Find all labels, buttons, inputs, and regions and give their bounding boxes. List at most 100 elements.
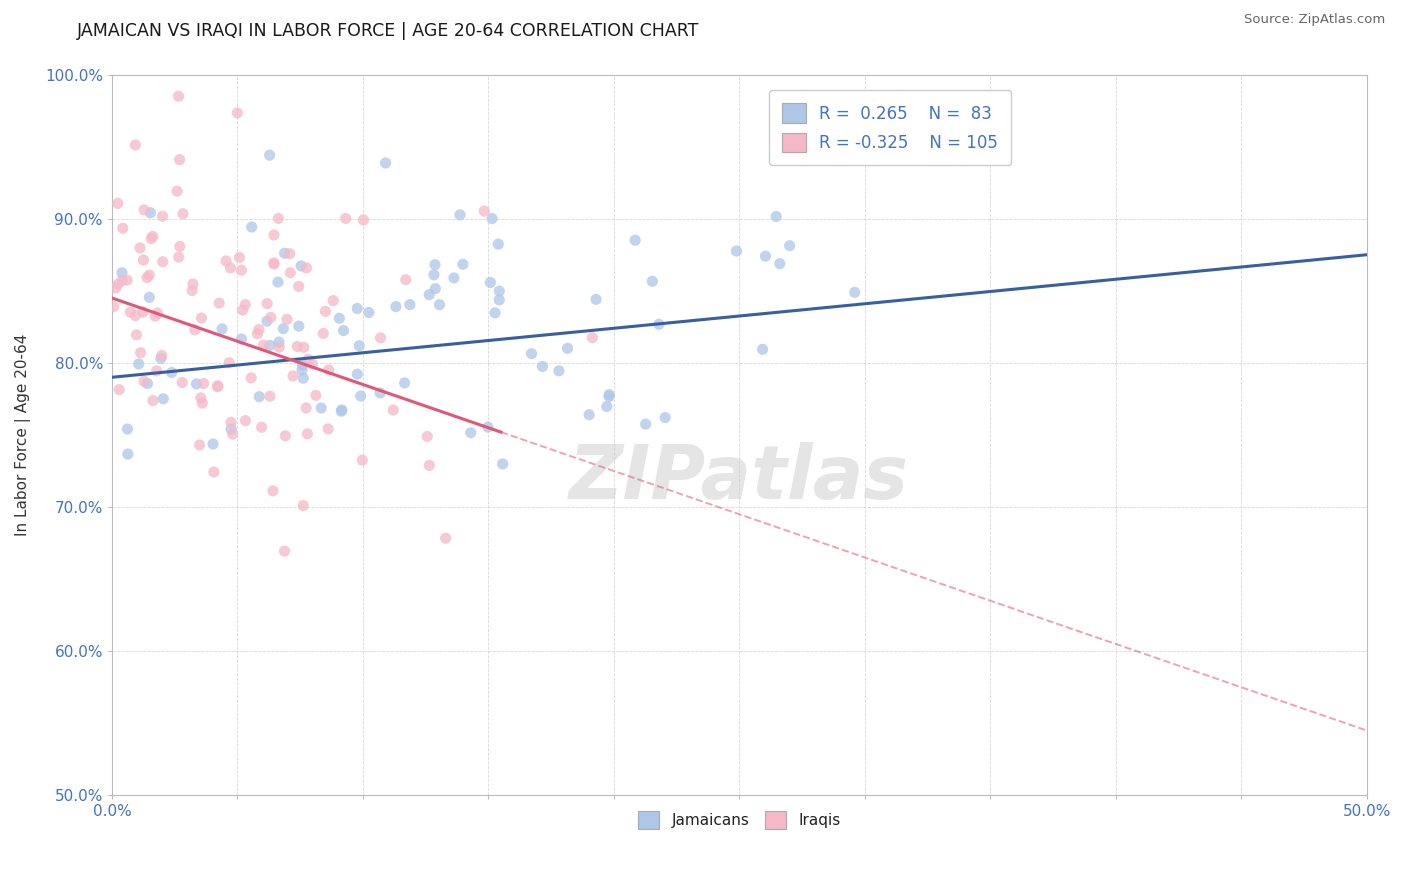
Point bbox=[111, 273, 134, 287]
Point bbox=[765, 210, 787, 224]
Point bbox=[191, 396, 214, 410]
Point bbox=[322, 293, 344, 308]
Point bbox=[425, 282, 447, 296]
Point bbox=[124, 309, 146, 323]
Text: JAMAICAN VS IRAQI IN LABOR FORCE | AGE 20-64 CORRELATION CHART: JAMAICAN VS IRAQI IN LABOR FORCE | AGE 2… bbox=[77, 22, 700, 40]
Point bbox=[190, 311, 212, 326]
Point bbox=[201, 437, 224, 451]
Point bbox=[316, 422, 339, 436]
Point bbox=[259, 148, 281, 162]
Point bbox=[260, 310, 283, 325]
Point bbox=[492, 457, 515, 471]
Point bbox=[228, 251, 250, 265]
Point bbox=[124, 138, 146, 153]
Point bbox=[150, 349, 173, 363]
Point bbox=[120, 305, 142, 319]
Point bbox=[142, 229, 165, 244]
Point bbox=[399, 298, 422, 312]
Point bbox=[136, 270, 159, 285]
Point bbox=[231, 263, 253, 277]
Point bbox=[149, 351, 172, 366]
Point bbox=[128, 357, 150, 371]
Point bbox=[287, 279, 309, 293]
Point bbox=[318, 363, 340, 377]
Point bbox=[357, 305, 380, 319]
Point bbox=[219, 415, 242, 429]
Point bbox=[250, 420, 273, 434]
Point bbox=[152, 254, 174, 268]
Point bbox=[335, 211, 357, 226]
Point bbox=[232, 303, 254, 318]
Point bbox=[181, 284, 204, 298]
Point bbox=[779, 238, 801, 252]
Point bbox=[231, 332, 253, 346]
Point bbox=[486, 237, 509, 252]
Point bbox=[146, 306, 169, 320]
Point bbox=[292, 499, 315, 513]
Point bbox=[247, 390, 270, 404]
Point bbox=[172, 376, 194, 390]
Point bbox=[725, 244, 748, 258]
Point bbox=[350, 389, 373, 403]
Point bbox=[142, 393, 165, 408]
Point bbox=[186, 376, 208, 391]
Point bbox=[107, 196, 129, 211]
Point bbox=[648, 318, 671, 332]
Point bbox=[129, 345, 152, 359]
Point bbox=[152, 209, 174, 223]
Point bbox=[281, 369, 304, 384]
Text: Source: ZipAtlas.com: Source: ZipAtlas.com bbox=[1244, 13, 1385, 27]
Point bbox=[111, 221, 134, 235]
Point bbox=[233, 298, 256, 312]
Point bbox=[330, 404, 353, 418]
Point bbox=[215, 254, 238, 268]
Point bbox=[596, 400, 619, 414]
Point bbox=[136, 376, 159, 391]
Point bbox=[247, 322, 270, 336]
Point bbox=[193, 376, 215, 391]
Y-axis label: In Labor Force | Age 20-64: In Labor Force | Age 20-64 bbox=[15, 334, 31, 536]
Point bbox=[472, 204, 495, 219]
Point bbox=[394, 376, 416, 390]
Point bbox=[312, 326, 335, 341]
Point bbox=[349, 339, 371, 353]
Point bbox=[520, 346, 543, 360]
Point bbox=[352, 453, 374, 467]
Point bbox=[385, 300, 408, 314]
Point bbox=[103, 300, 125, 314]
Point bbox=[418, 458, 440, 473]
Point bbox=[581, 331, 603, 345]
Point bbox=[221, 427, 243, 442]
Point bbox=[219, 422, 242, 436]
Point bbox=[624, 233, 647, 247]
Point bbox=[423, 258, 446, 272]
Point bbox=[273, 544, 295, 558]
Point bbox=[107, 277, 129, 291]
Point bbox=[160, 366, 183, 380]
Point bbox=[484, 306, 506, 320]
Point bbox=[117, 447, 139, 461]
Point bbox=[104, 281, 127, 295]
Point bbox=[382, 403, 405, 417]
Point bbox=[291, 363, 314, 377]
Point bbox=[181, 277, 204, 291]
Point bbox=[297, 352, 319, 367]
Point bbox=[479, 276, 502, 290]
Point bbox=[274, 429, 297, 443]
Point bbox=[169, 239, 191, 253]
Point bbox=[434, 531, 457, 545]
Point bbox=[429, 298, 451, 312]
Point bbox=[301, 357, 323, 371]
Point bbox=[443, 271, 465, 285]
Point bbox=[252, 338, 274, 352]
Point bbox=[295, 401, 318, 415]
Point bbox=[311, 401, 333, 415]
Point bbox=[585, 293, 607, 307]
Point bbox=[278, 266, 301, 280]
Point bbox=[207, 380, 229, 394]
Point bbox=[267, 334, 290, 349]
Point bbox=[246, 326, 269, 341]
Point bbox=[374, 156, 396, 170]
Point bbox=[262, 483, 284, 498]
Point bbox=[278, 246, 301, 260]
